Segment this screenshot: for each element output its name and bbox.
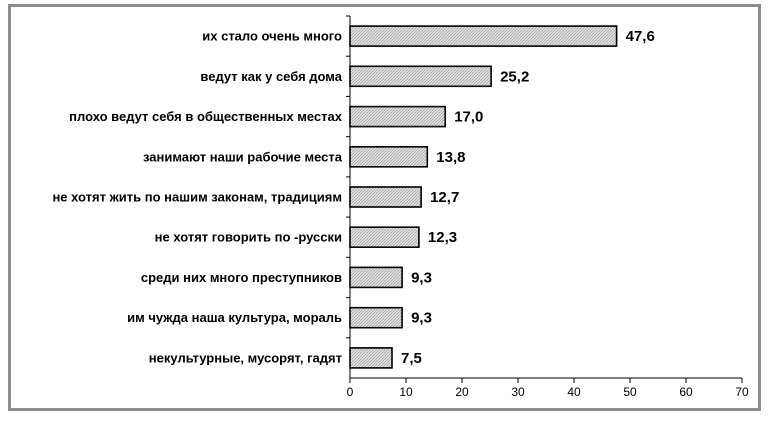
category-label: плохо ведут себя в общественных местах — [69, 109, 343, 124]
value-label: 7,5 — [401, 350, 422, 367]
x-tick-label: 60 — [679, 385, 693, 399]
value-label: 12,7 — [430, 189, 459, 206]
bar — [349, 146, 429, 168]
value-label: 9,3 — [411, 310, 432, 327]
value-label: 13,8 — [436, 149, 465, 166]
value-label: 47,6 — [626, 28, 655, 45]
bar — [349, 65, 492, 88]
category-label: не хотят жить по нашим законам, традиция… — [52, 190, 342, 205]
category-label: им чужда наша культура, мораль — [127, 310, 342, 325]
x-tick-label: 40 — [567, 385, 581, 399]
category-label: не хотят говорить по -русски — [155, 230, 342, 245]
category-label: ведут как у себя дома — [200, 69, 342, 84]
bar — [349, 347, 393, 369]
category-label: некультурные, мусорят, гадят — [149, 350, 342, 365]
x-tick-label: 30 — [511, 385, 525, 399]
bar — [349, 266, 403, 289]
bar — [349, 105, 446, 128]
bar — [349, 226, 420, 248]
category-label: их стало очень много — [202, 29, 342, 44]
x-tick-label: 20 — [455, 385, 469, 399]
category-label: среди них много преступников — [141, 270, 342, 285]
x-tick-label: 50 — [623, 385, 637, 399]
value-label: 25,2 — [500, 68, 529, 85]
category-label: занимают наши рабочие места — [143, 149, 343, 164]
plot-area: их стало очень много 47,6 ведут как у себя… — [52, 15, 749, 399]
x-tick-label: 10 — [399, 385, 413, 399]
value-label: 12,3 — [428, 229, 457, 246]
bar — [349, 25, 618, 47]
value-label: 17,0 — [454, 109, 483, 126]
value-label: 9,3 — [411, 269, 432, 286]
x-tick-label: 0 — [347, 385, 354, 399]
bar — [349, 306, 403, 329]
x-tick-label: 70 — [735, 385, 749, 399]
bar — [349, 186, 422, 208]
